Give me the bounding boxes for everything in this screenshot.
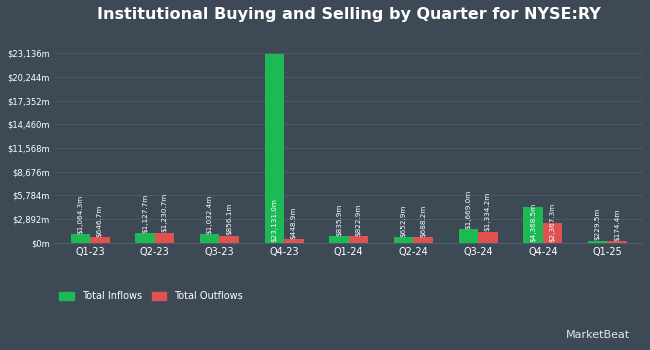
Title: Institutional Buying and Selling by Quarter for NYSE:RY: Institutional Buying and Selling by Quar… — [97, 7, 601, 22]
Bar — [394, 237, 413, 243]
Text: $1,230.7m: $1,230.7m — [161, 193, 168, 232]
Bar — [523, 207, 543, 243]
Text: $4,368.5m: $4,368.5m — [530, 203, 536, 242]
Bar — [135, 233, 155, 243]
Text: $856.1m: $856.1m — [226, 203, 232, 235]
Bar — [588, 241, 608, 243]
Bar — [459, 229, 478, 243]
Text: $822.9m: $822.9m — [356, 203, 361, 236]
Bar — [265, 54, 284, 243]
Bar — [71, 234, 90, 243]
Bar — [200, 234, 220, 243]
Text: $1,334.2m: $1,334.2m — [485, 192, 491, 231]
Text: $229.5m: $229.5m — [595, 208, 601, 240]
Text: MarketBeat: MarketBeat — [566, 329, 630, 340]
Legend: Total Inflows, Total Outflows: Total Inflows, Total Outflows — [59, 292, 242, 301]
Text: $835.9m: $835.9m — [336, 203, 342, 236]
Text: $1,669.0m: $1,669.0m — [465, 189, 471, 229]
Text: $23,131.0m: $23,131.0m — [272, 198, 278, 242]
Text: $1,064.3m: $1,064.3m — [77, 194, 83, 234]
Bar — [413, 237, 433, 243]
Text: $688.2m: $688.2m — [420, 204, 426, 237]
Text: $174.4m: $174.4m — [614, 209, 620, 241]
Text: $1,032.4m: $1,032.4m — [207, 195, 213, 234]
Bar — [220, 236, 239, 243]
Text: $652.9m: $652.9m — [401, 205, 407, 237]
Text: $646.7m: $646.7m — [97, 205, 103, 237]
Bar — [349, 236, 368, 243]
Bar — [478, 232, 497, 243]
Bar — [608, 241, 627, 243]
Bar — [155, 232, 174, 243]
Text: $2,367.3m: $2,367.3m — [549, 203, 556, 242]
Bar — [90, 237, 110, 243]
Bar — [330, 236, 349, 243]
Text: $448.9m: $448.9m — [291, 206, 297, 239]
Bar — [543, 223, 562, 243]
Text: $1,127.7m: $1,127.7m — [142, 194, 148, 233]
Bar — [284, 239, 304, 243]
